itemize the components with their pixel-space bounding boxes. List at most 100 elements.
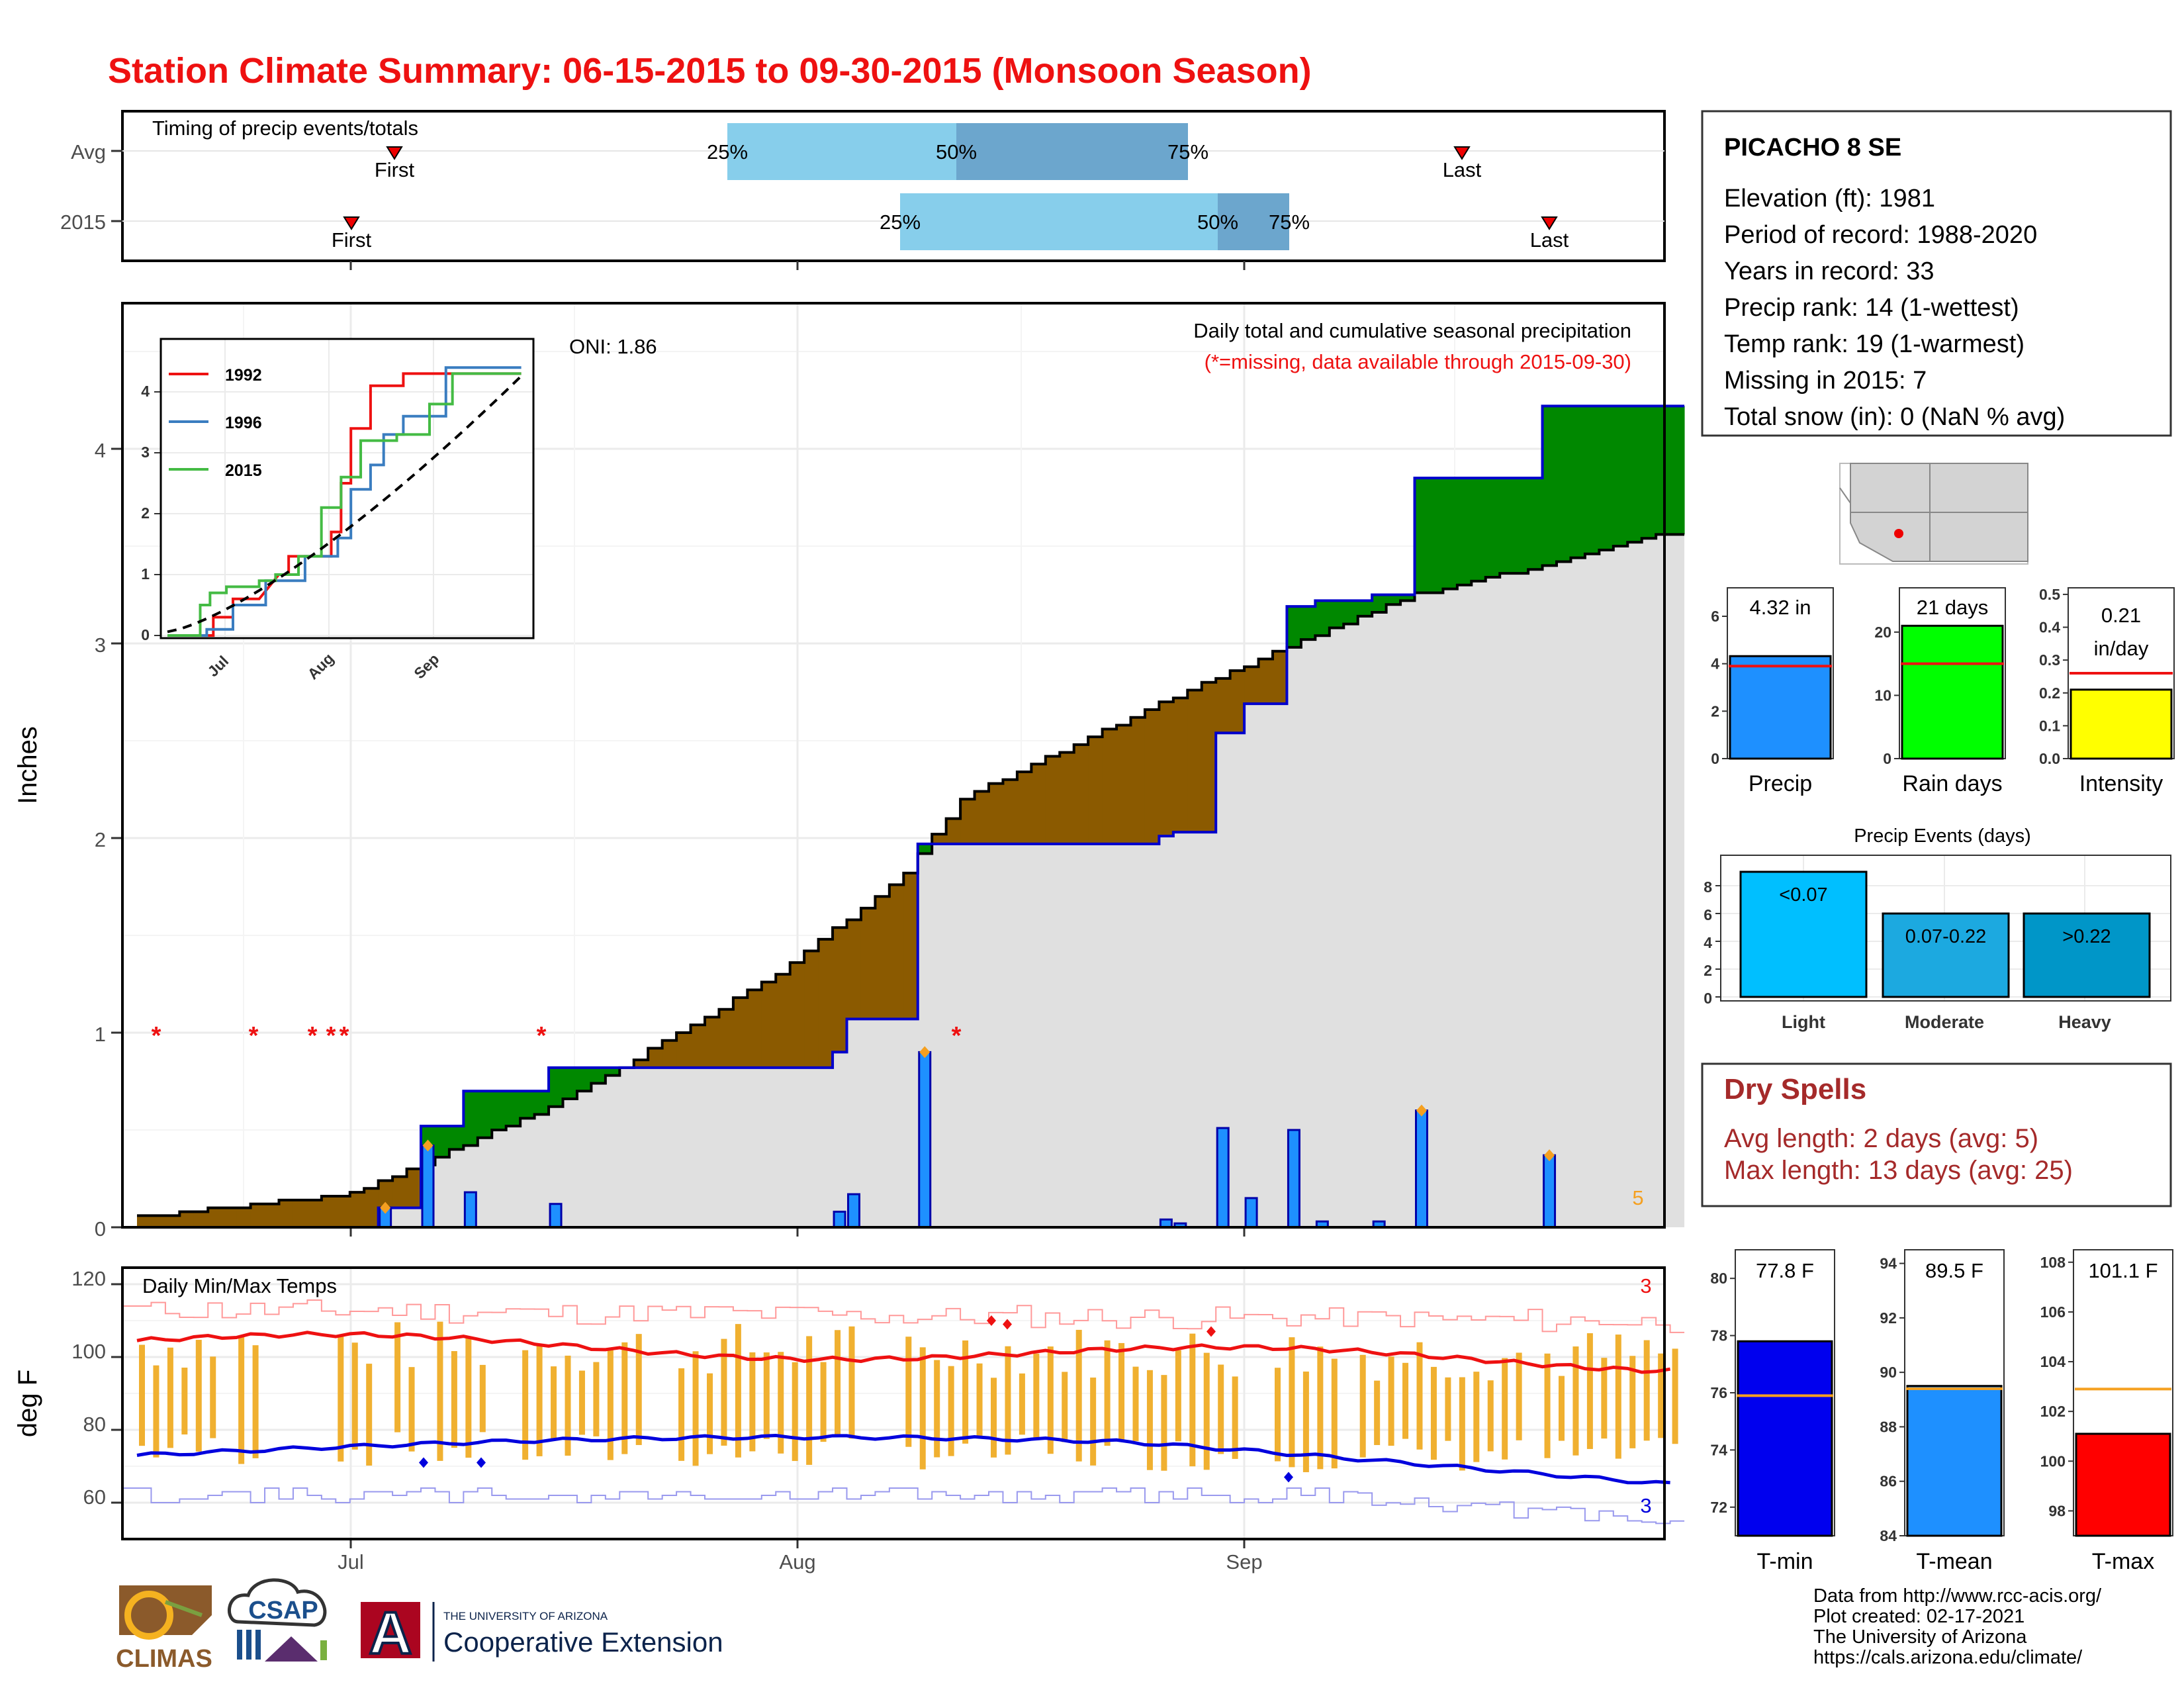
daily-precip-bar [1543,1154,1557,1229]
credit-line-4: https://cals.arizona.edu/climate/ [1813,1647,2083,1668]
above-average-area [1613,406,1628,546]
credit-line-3: The University of Arizona [1813,1626,2027,1648]
below-average-area [633,1060,649,1068]
daily-temp-range-bar [1175,1350,1181,1442]
credit-line-2: Plot created: 02-17-2021 [1813,1606,2025,1627]
below-average-area [1102,729,1117,844]
ua-cooperative-extension: Cooperative Extension [443,1626,723,1658]
event-bar [2023,912,2151,998]
daily-precip-bar [463,1191,477,1229]
daily-temp-range-bar [408,1367,415,1452]
daily-temp-range-bar [451,1351,457,1448]
temp-summary-tick-label: 86 [1880,1473,1897,1490]
daily-temp-range-bar [479,1364,486,1432]
daily-temp-range-bar [1232,1376,1238,1459]
summary-value: 21 days [1917,596,1989,619]
below-average-area [719,1009,734,1068]
current-cumulative-line [137,404,1685,1229]
ua-small-text: THE UNIVERSITY OF ARIZONA [443,1610,608,1622]
below-average-area [804,951,819,1068]
timing-2015-last-label: Last [1530,228,1569,252]
station-line-6: Missing in 2015: 7 [1724,367,1927,395]
precip-panel-subtitle: (*=missing, data available through 2015-… [1205,350,1631,373]
temp-summary-tick-label: 104 [2040,1353,2066,1370]
csap-logo: CSAP [228,1578,327,1662]
below-average-area [179,1211,195,1227]
inset-ytick-3: 3 [141,444,150,461]
timing-avg-50: 50% [936,140,977,164]
precip-ytick-3: 3 [95,633,106,657]
daily-temp-range-bar [1516,1352,1522,1440]
above-average-area [576,1067,592,1092]
daily-temp-range-bar [1331,1358,1338,1469]
daily-temp-range-bar [1302,1371,1309,1472]
climas-text: CLIMAS [116,1645,212,1673]
credits: Data from http://www.rcc-acis.org/ Plot … [1813,1585,2102,1668]
daily-precip-bar [1216,1127,1230,1229]
above-average-area [1485,478,1500,578]
inset-ytick-2: 2 [141,504,150,522]
station-line-4: Precip rank: 14 (1-wettest) [1724,294,2019,322]
temp-summary-tick-label: 106 [2040,1303,2066,1321]
inset-legend-1992: 1992 [225,366,262,385]
summary-value-unit: in/day [2094,637,2149,660]
below-average-area [321,1196,336,1227]
daily-temp-range-bar [338,1336,344,1462]
below-average-area [250,1203,265,1227]
daily-temp-range-bar [593,1362,600,1436]
below-average-area [1273,651,1287,704]
timing-avg-first-label: First [375,158,415,181]
daily-temp-range-bar [1374,1380,1381,1445]
daily-temp-range-bar [1203,1352,1210,1470]
daily-temp-range-bar [1544,1353,1551,1458]
daily-temp-range-bar [536,1344,543,1456]
timing-2015-25: 25% [880,211,921,234]
summary-tick-label: 0.2 [2039,684,2060,702]
daily-temp-range-bar [210,1356,216,1438]
record-low-count: 3 [1640,1494,1651,1517]
daily-temp-range-bar [1218,1364,1224,1454]
daily-temp-range-bar [1487,1380,1494,1452]
timing-avg-last-label: Last [1443,158,1482,181]
below-average-area [747,990,762,1068]
below-average-area [960,799,976,844]
daily-temp-range-bar [1402,1362,1409,1439]
below-average-area [761,982,776,1068]
daily-temp-range-bar [1459,1377,1465,1471]
temp-summary-tick-label: 94 [1880,1255,1897,1272]
above-average-area [1386,594,1401,605]
climas-logo: CLIMAS [116,1585,212,1673]
below-average-area [648,1048,663,1068]
below-average-area [1159,702,1174,837]
inset-chart: 1992 1996 2015 0 1 2 3 4 Jul Aug Sep [141,338,535,682]
missing-day-marker: * [340,1022,349,1050]
daily-temp-range-bar [1275,1368,1281,1462]
temp-ytick-100: 100 [71,1340,106,1363]
daily-temp-range-bar [1317,1346,1324,1470]
daily-temp-range-bar [991,1378,997,1458]
below-average-area [903,872,919,1019]
record-high-marker [1003,1319,1012,1330]
daily-temp-range-bar [1033,1353,1040,1439]
station-location-dot [1894,529,1903,538]
xtick-aug: Aug [779,1550,815,1573]
summary-bar [2070,688,2173,760]
ua-letter: A [369,1601,412,1667]
timing-heading: Timing of precip events/totals [152,117,418,140]
daily-temp-range-bar [621,1342,628,1454]
temp-summary-label: T-min [1757,1549,1813,1574]
timing-2015-first-marker [343,216,360,230]
above-average-area [1443,478,1458,589]
temp-summary-tick-label: 92 [1880,1309,1897,1327]
inset-ytick-4: 4 [141,383,150,400]
daily-temp-range-bar [763,1352,770,1439]
above-average-area [1514,478,1529,574]
daily-temp-range-bar [635,1334,642,1445]
daily-temp-range-bar [238,1336,245,1464]
xtick-sep: Sep [1226,1550,1262,1573]
above-average-area [1428,478,1443,593]
temp-summary-tick-label: 102 [2040,1403,2066,1420]
record-high-marker [987,1315,996,1326]
below-average-area [1187,690,1203,833]
daily-temp-range-bar [1132,1366,1139,1442]
